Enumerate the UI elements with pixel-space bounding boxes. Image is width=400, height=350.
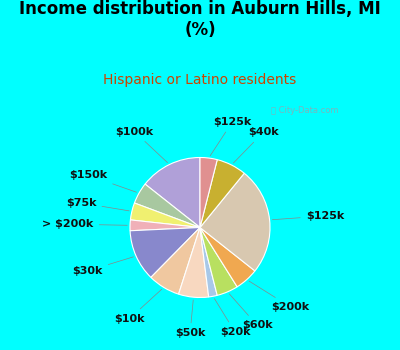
Text: $100k: $100k [116,127,168,163]
Wedge shape [200,158,217,228]
Wedge shape [145,158,200,228]
Wedge shape [200,228,255,287]
Text: $75k: $75k [66,198,129,211]
Text: $60k: $60k [229,294,272,330]
Wedge shape [130,203,200,228]
Wedge shape [130,228,200,278]
Wedge shape [134,184,200,228]
Text: $20k: $20k [214,299,250,337]
Text: Income distribution in Auburn Hills, MI
(%): Income distribution in Auburn Hills, MI … [19,0,381,39]
Wedge shape [200,228,237,295]
Text: $150k: $150k [69,170,136,192]
Wedge shape [151,228,200,294]
Text: $30k: $30k [72,257,134,276]
Text: $125k: $125k [272,211,344,221]
Wedge shape [178,228,209,298]
Text: $50k: $50k [175,300,205,338]
Text: $40k: $40k [234,127,278,163]
Wedge shape [200,173,270,271]
Text: $125k: $125k [210,117,252,156]
Text: > $200k: > $200k [42,219,127,229]
Text: $200k: $200k [249,281,309,312]
Text: $10k: $10k [114,289,162,323]
Text: Hispanic or Latino residents: Hispanic or Latino residents [103,74,297,88]
Wedge shape [200,160,244,228]
Wedge shape [200,228,217,297]
Wedge shape [130,220,200,231]
Text: ⓘ City-Data.com: ⓘ City-Data.com [271,106,338,114]
